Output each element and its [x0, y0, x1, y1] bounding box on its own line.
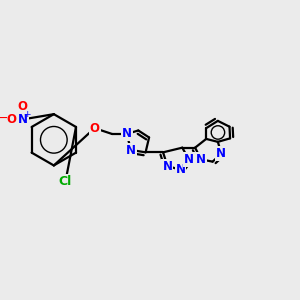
Text: Cl: Cl [59, 175, 72, 188]
Text: N: N [122, 128, 132, 140]
Text: +: + [23, 110, 30, 119]
Text: O: O [18, 100, 28, 113]
Text: N: N [216, 147, 226, 160]
Text: N: N [176, 163, 185, 176]
Text: N: N [162, 160, 172, 172]
Text: O: O [7, 113, 16, 126]
Text: −: − [0, 112, 9, 125]
Text: N: N [196, 153, 206, 166]
Text: N: N [184, 153, 194, 166]
Text: O: O [90, 122, 100, 135]
Text: N: N [126, 143, 136, 157]
Text: N: N [18, 113, 28, 126]
